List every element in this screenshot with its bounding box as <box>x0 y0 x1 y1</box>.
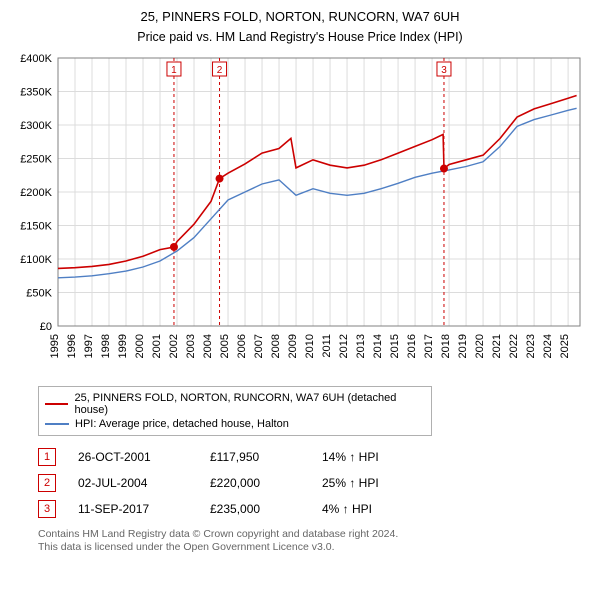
svg-text:2012: 2012 <box>338 334 350 358</box>
svg-text:£0: £0 <box>40 321 52 333</box>
attribution-footer: Contains HM Land Registry data © Crown c… <box>38 528 590 555</box>
svg-text:2025: 2025 <box>559 334 571 358</box>
svg-text:2002: 2002 <box>168 334 180 358</box>
svg-text:2020: 2020 <box>474 334 486 358</box>
svg-text:2000: 2000 <box>134 334 146 358</box>
legend-label: 25, PINNERS FOLD, NORTON, RUNCORN, WA7 6… <box>74 392 425 416</box>
chart-title-line1: 25, PINNERS FOLD, NORTON, RUNCORN, WA7 6… <box>10 8 590 26</box>
sale-marker-box: 3 <box>38 500 56 518</box>
svg-text:2001: 2001 <box>151 334 163 358</box>
svg-text:£100K: £100K <box>20 254 52 266</box>
svg-text:2011: 2011 <box>321 334 333 358</box>
svg-text:2019: 2019 <box>457 334 469 358</box>
sales-table: 1 26-OCT-2001 £117,950 14% ↑ HPI 2 02-JUL-200… <box>38 444 590 522</box>
price-chart: £0 £50K £100K £150K £200K £250K £300K £350K £400… <box>10 50 590 380</box>
svg-text:£250K: £250K <box>20 153 52 165</box>
svg-text:3: 3 <box>441 65 447 76</box>
svg-text:2: 2 <box>217 65 223 76</box>
svg-text:1998: 1998 <box>100 334 112 358</box>
chart-legend: 25, PINNERS FOLD, NORTON, RUNCORN, WA7 6… <box>38 386 432 436</box>
svg-text:2003: 2003 <box>185 334 197 358</box>
sale-marker-box: 1 <box>38 448 56 466</box>
legend-swatch <box>45 403 68 405</box>
svg-text:2016: 2016 <box>406 334 418 358</box>
svg-text:2018: 2018 <box>440 334 452 358</box>
svg-text:2007: 2007 <box>253 334 265 358</box>
svg-text:1999: 1999 <box>117 334 129 358</box>
svg-text:£50K: £50K <box>26 287 52 299</box>
legend-swatch <box>45 423 69 425</box>
svg-text:2015: 2015 <box>389 334 401 358</box>
sale-row: 3 11-SEP-2017 £235,000 4% ↑ HPI <box>38 496 590 522</box>
svg-text:1996: 1996 <box>66 334 78 358</box>
svg-text:2023: 2023 <box>525 334 537 358</box>
sale-delta: 4% ↑ HPI <box>322 502 412 516</box>
svg-text:£400K: £400K <box>20 53 52 65</box>
sale-price: £235,000 <box>210 502 300 516</box>
svg-text:£300K: £300K <box>20 120 52 132</box>
sale-date: 02-JUL-2004 <box>78 476 188 490</box>
svg-text:2022: 2022 <box>508 334 520 358</box>
sale-delta: 14% ↑ HPI <box>322 450 412 464</box>
svg-text:£350K: £350K <box>20 86 52 98</box>
svg-text:1997: 1997 <box>83 334 95 358</box>
footer-line2: This data is licensed under the Open Gov… <box>38 541 590 555</box>
legend-row-property: 25, PINNERS FOLD, NORTON, RUNCORN, WA7 6… <box>45 391 425 417</box>
legend-row-hpi: HPI: Average price, detached house, Halt… <box>45 417 425 431</box>
sale-date: 11-SEP-2017 <box>78 502 188 516</box>
svg-text:2010: 2010 <box>304 334 316 358</box>
chart-title-line2: Price paid vs. HM Land Registry's House … <box>10 30 590 44</box>
svg-text:2014: 2014 <box>372 334 384 358</box>
sale-row: 1 26-OCT-2001 £117,950 14% ↑ HPI <box>38 444 590 470</box>
sale-delta: 25% ↑ HPI <box>322 476 412 490</box>
svg-text:£200K: £200K <box>20 187 52 199</box>
chart-svg: £0 £50K £100K £150K £200K £250K £300K £350K £400… <box>10 50 590 380</box>
svg-text:2009: 2009 <box>287 334 299 358</box>
svg-text:2017: 2017 <box>423 334 435 358</box>
svg-text:£150K: £150K <box>20 220 52 232</box>
svg-text:2006: 2006 <box>236 334 248 358</box>
svg-text:1: 1 <box>171 65 177 76</box>
legend-label: HPI: Average price, detached house, Halt… <box>75 418 289 430</box>
svg-text:2005: 2005 <box>219 334 231 358</box>
svg-text:2013: 2013 <box>355 334 367 358</box>
sale-price: £220,000 <box>210 476 300 490</box>
svg-text:2004: 2004 <box>202 334 214 358</box>
sale-price: £117,950 <box>210 450 300 464</box>
footer-line1: Contains HM Land Registry data © Crown c… <box>38 528 590 542</box>
svg-text:2008: 2008 <box>270 334 282 358</box>
svg-text:2024: 2024 <box>542 334 554 358</box>
svg-text:2021: 2021 <box>491 334 503 358</box>
svg-text:1995: 1995 <box>49 334 61 358</box>
sale-row: 2 02-JUL-2004 £220,000 25% ↑ HPI <box>38 470 590 496</box>
sale-marker-box: 2 <box>38 474 56 492</box>
sale-date: 26-OCT-2001 <box>78 450 188 464</box>
